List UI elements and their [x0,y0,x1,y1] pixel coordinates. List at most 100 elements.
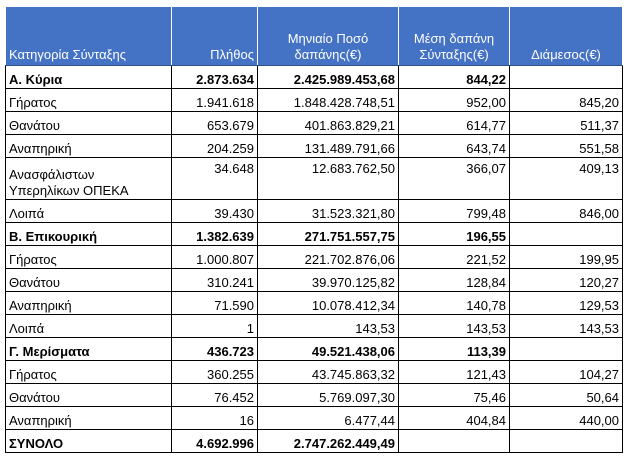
table-header: Κατηγορία Σύνταξης Πλήθος Μηνιαίο Ποσό δ… [5,6,623,66]
table-row: Θανάτου 310.241 39.970.125,82 128,84 120… [5,268,623,292]
cell-count: 1 [171,314,258,338]
cell-count: 204.259 [171,134,258,158]
cell-median: 120,27 [509,268,623,292]
cell-average: 121,43 [398,360,510,384]
table-row-section-dividends: Γ. Μερίσματα 436.723 49.521.438,06 113,3… [5,337,623,361]
table-row: Αναπηρική 16 6.477,44 404,84 440,00 [5,406,623,430]
cell-category: Γήρατος [5,88,172,112]
header-average: Μέση δαπάνη Σύνταξης(€) [398,6,510,66]
cell-median: 440,00 [509,406,623,430]
cell-average: 614,77 [398,111,510,135]
table-row: Αναπηρική 204.259 131.489.791,66 643,74 … [5,134,623,158]
table-row: Ανασφάλιστων Υπερηλίκων ΟΠΕΚΑ 34.648 12.… [5,157,623,200]
cell-amount: 6.477,44 [257,406,399,430]
cell-average: 844,22 [398,65,510,89]
cell-amount: 31.523.321,80 [257,199,399,223]
cell-average: 643,74 [398,134,510,158]
cell-median: 845,20 [509,88,623,112]
cell-category: Θανάτου [5,111,172,135]
cell-count: 653.679 [171,111,258,135]
table-row: Θανάτου 76.452 5.769.097,30 75,46 50,64 [5,383,623,407]
cell-amount: 10.078.412,34 [257,291,399,315]
table-row-section-supplementary: Β. Επικουρική 1.382.639 271.751.557,75 1… [5,222,623,246]
cell-average: 143,53 [398,314,510,338]
cell-count: 16 [171,406,258,430]
table-row: Αναπηρική 71.590 10.078.412,34 140,78 12… [5,291,623,315]
cell-median [509,429,623,453]
cell-average: 196,55 [398,222,510,246]
cell-median: 511,37 [509,111,623,135]
cell-category: Λοιπά [5,199,172,223]
cell-count: 4.692.996 [171,429,258,453]
table-row: Γήρατος 1.000.807 221.702.876,06 221,52 … [5,245,623,269]
cell-count: 1.941.618 [171,88,258,112]
table-row: Θανάτου 653.679 401.863.829,21 614,77 51… [5,111,623,135]
cell-median: 199,95 [509,245,623,269]
cell-count: 39.430 [171,199,258,223]
cell-median: 129,53 [509,291,623,315]
cell-average: 221,52 [398,245,510,269]
cell-amount: 12.683.762,50 [257,157,399,200]
pension-statistics-table-container: Κατηγορία Σύνταξης Πλήθος Μηνιαίο Ποσό δ… [5,6,623,453]
cell-amount: 1.848.428.748,51 [257,88,399,112]
pension-statistics-table: Κατηγορία Σύνταξης Πλήθος Μηνιαίο Ποσό δ… [5,6,623,453]
cell-category: Β. Επικουρική [5,222,172,246]
cell-category: Γ. Μερίσματα [5,337,172,361]
cell-median: 104,27 [509,360,623,384]
cell-count: 436.723 [171,337,258,361]
cell-average: 366,07 [398,157,510,200]
table-row: Γήρατος 360.255 43.745.863,32 121,43 104… [5,360,623,384]
header-row: Κατηγορία Σύνταξης Πλήθος Μηνιαίο Ποσό δ… [5,6,623,66]
cell-average: 113,39 [398,337,510,361]
cell-category: Θανάτου [5,268,172,292]
cell-category: ΣΥΝΟΛΟ [5,429,172,453]
cell-category: Α. Κύρια [5,65,172,89]
cell-average: 404,84 [398,406,510,430]
cell-average: 140,78 [398,291,510,315]
cell-amount: 221.702.876,06 [257,245,399,269]
cell-median: 551,58 [509,134,623,158]
cell-average [398,429,510,453]
cell-amount: 401.863.829,21 [257,111,399,135]
cell-count: 76.452 [171,383,258,407]
cell-amount: 39.970.125,82 [257,268,399,292]
cell-median: 143,53 [509,314,623,338]
cell-average: 799,48 [398,199,510,223]
cell-median [509,65,623,89]
cell-average: 952,00 [398,88,510,112]
header-count: Πλήθος [171,6,258,66]
table-row: Γήρατος 1.941.618 1.848.428.748,51 952,0… [5,88,623,112]
table-body: Α. Κύρια 2.873.634 2.425.989.453,68 844,… [5,65,623,453]
cell-amount: 271.751.557,75 [257,222,399,246]
cell-amount: 49.521.438,06 [257,337,399,361]
cell-amount: 43.745.863,32 [257,360,399,384]
cell-median: 846,00 [509,199,623,223]
cell-median [509,222,623,246]
table-row: Λοιπά 39.430 31.523.321,80 799,48 846,00 [5,199,623,223]
cell-category: Λοιπά [5,314,172,338]
cell-category: Θανάτου [5,383,172,407]
cell-category: Αναπηρική [5,134,172,158]
cell-category: Ανασφάλιστων Υπερηλίκων ΟΠΕΚΑ [5,157,172,200]
cell-category: Γήρατος [5,360,172,384]
cell-median: 409,13 [509,157,623,200]
cell-amount: 131.489.791,66 [257,134,399,158]
cell-count: 360.255 [171,360,258,384]
cell-category: Αναπηρική [5,406,172,430]
table-row-section-main: Α. Κύρια 2.873.634 2.425.989.453,68 844,… [5,65,623,89]
cell-average: 75,46 [398,383,510,407]
header-monthly-amount: Μηνιαίο Ποσό δαπάνης(€) [257,6,399,66]
cell-amount: 2.425.989.453,68 [257,65,399,89]
cell-count: 1.382.639 [171,222,258,246]
cell-count: 71.590 [171,291,258,315]
cell-count: 310.241 [171,268,258,292]
cell-category: Αναπηρική [5,291,172,315]
table-row-total: ΣΥΝΟΛΟ 4.692.996 2.747.262.449,49 [5,429,623,453]
cell-median: 50,64 [509,383,623,407]
cell-category: Γήρατος [5,245,172,269]
cell-average: 128,84 [398,268,510,292]
cell-count: 1.000.807 [171,245,258,269]
cell-count: 34.648 [171,157,258,200]
cell-count: 2.873.634 [171,65,258,89]
table-row: Λοιπά 1 143,53 143,53 143,53 [5,314,623,338]
